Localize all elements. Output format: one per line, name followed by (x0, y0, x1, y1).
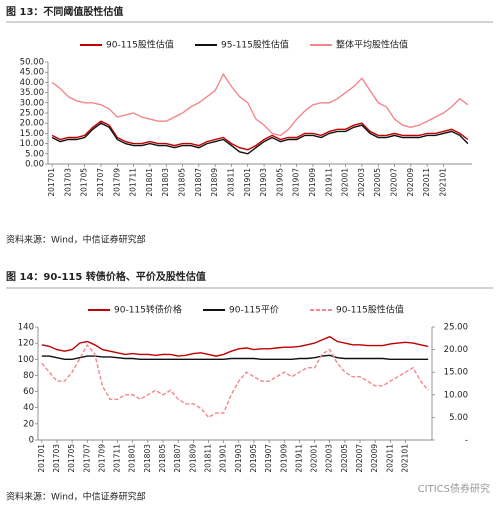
y-tick-label: 120 (18, 339, 34, 349)
series-line (51, 122, 469, 155)
x-tick-label: 201911 (324, 168, 333, 197)
x-tick-label: 201805 (178, 168, 187, 197)
y-tick-label: 140 (18, 323, 34, 333)
source-note: 资料来源：Wind，中信证券研究部 (6, 491, 146, 503)
y-tick-label: 0.00 (25, 160, 44, 170)
legend-label: 90-115转债价格 (114, 304, 182, 316)
x-tick-label: 201811 (203, 444, 212, 473)
x-tick-label: 201901 (243, 168, 252, 197)
series-line (51, 72, 469, 137)
y-tick-label: 30.00 (20, 98, 44, 108)
y-tick-label: 60 (23, 387, 34, 397)
x-tick-label: 201805 (158, 444, 167, 473)
x-tick-label: 202005 (340, 444, 349, 473)
x-tick-label: 201711 (113, 444, 122, 473)
legend-label: 90-115股性估值 (106, 39, 174, 51)
x-tick-label: 202101 (400, 444, 409, 473)
source-note: 资料来源：Wind，中信证券研究部 (6, 234, 146, 246)
watermark: CITICS债券研究 (418, 482, 490, 495)
x-tick-label: 201701 (47, 168, 56, 197)
y-tick-label: 40.00 (20, 78, 44, 88)
legend-label: 90-115平价 (229, 305, 279, 316)
series-line (51, 120, 469, 151)
legend-label: 整体平均股性估值 (336, 39, 408, 51)
x-tick-label: 201703 (52, 444, 61, 473)
y-tick-label: 40 (23, 403, 34, 413)
x-tick-label: 201801 (128, 444, 137, 473)
series-line (41, 354, 429, 360)
y-tick-label: 35.00 (20, 88, 44, 98)
x-tick-label: 201809 (210, 168, 219, 197)
y-tick-label: 20.00 (20, 119, 44, 129)
y-tick-label: 5.00 (25, 149, 44, 159)
y-tick-label: 0 (29, 436, 34, 446)
x-tick-label: 202011 (422, 168, 431, 197)
x-tick-label: 201907 (292, 168, 301, 197)
legend-label: 90-115股性估值 (336, 304, 404, 316)
x-tick-label: 201809 (188, 444, 197, 473)
x-tick-label: 201807 (194, 168, 203, 197)
y2-tick-label: 15.00 (444, 368, 468, 378)
x-tick-label: 202001 (341, 168, 350, 197)
y-tick-label: 100 (18, 355, 34, 365)
x-tick-label: 201807 (173, 444, 182, 473)
x-tick-label: 202009 (370, 444, 379, 473)
x-tick-label: 201801 (145, 168, 154, 197)
legend-label: 95-115股性估值 (221, 39, 289, 51)
x-tick-label: 202009 (406, 168, 415, 197)
x-tick-label: 202005 (373, 168, 382, 197)
y2-tick-label: 10.00 (444, 390, 468, 400)
x-tick-label: 201907 (264, 444, 273, 473)
x-tick-label: 202001 (310, 444, 319, 473)
x-tick-label: 201905 (275, 168, 284, 197)
x-tick-label: 201703 (63, 168, 72, 197)
y-tick-label: 45.00 (20, 68, 44, 78)
x-tick-label: 201709 (112, 168, 121, 197)
y2-tick-label: 20.00 (444, 345, 468, 355)
x-tick-label: 202011 (385, 444, 394, 473)
y-tick-label: 25.00 (20, 109, 44, 119)
x-tick-label: 201911 (294, 444, 303, 473)
series-line (41, 335, 429, 357)
y2-tick-label: - (465, 436, 468, 446)
x-tick-label: 201909 (279, 444, 288, 473)
x-tick-label: 201803 (143, 444, 152, 473)
x-tick-label: 202007 (390, 168, 399, 197)
series-line (41, 343, 429, 419)
x-tick-label: 201711 (129, 168, 138, 197)
x-tick-label: 202003 (357, 168, 366, 197)
y-tick-label: 20 (23, 419, 34, 429)
x-tick-label: 202101 (438, 168, 447, 197)
figure-title: 图 14：90-115 转债价格、平价及股性估值 (6, 270, 206, 283)
x-tick-label: 201803 (161, 168, 170, 197)
x-tick-label: 201701 (37, 444, 46, 473)
y-tick-label: 80 (23, 371, 34, 381)
x-tick-label: 202003 (325, 444, 334, 473)
x-tick-label: 201707 (96, 168, 105, 197)
x-tick-label: 201709 (97, 444, 106, 473)
y-tick-label: 15.00 (20, 129, 44, 139)
x-tick-label: 201903 (259, 168, 268, 197)
y-tick-label: 10.00 (20, 139, 44, 149)
x-tick-label: 201707 (82, 444, 91, 473)
y2-tick-label: 25.00 (444, 323, 468, 333)
x-tick-label: 201705 (80, 168, 89, 197)
x-tick-label: 201905 (249, 444, 258, 473)
x-tick-label: 201903 (234, 444, 243, 473)
y-tick-label: 50.00 (20, 58, 44, 68)
x-tick-label: 201901 (219, 444, 228, 473)
x-tick-label: 201705 (67, 444, 76, 473)
y2-tick-label: 5.00 (449, 413, 468, 423)
x-tick-label: 202007 (355, 444, 364, 473)
x-tick-label: 201811 (226, 168, 235, 197)
x-tick-label: 201909 (308, 168, 317, 197)
figure-title: 图 13：不同阈值股性估值 (6, 5, 123, 18)
